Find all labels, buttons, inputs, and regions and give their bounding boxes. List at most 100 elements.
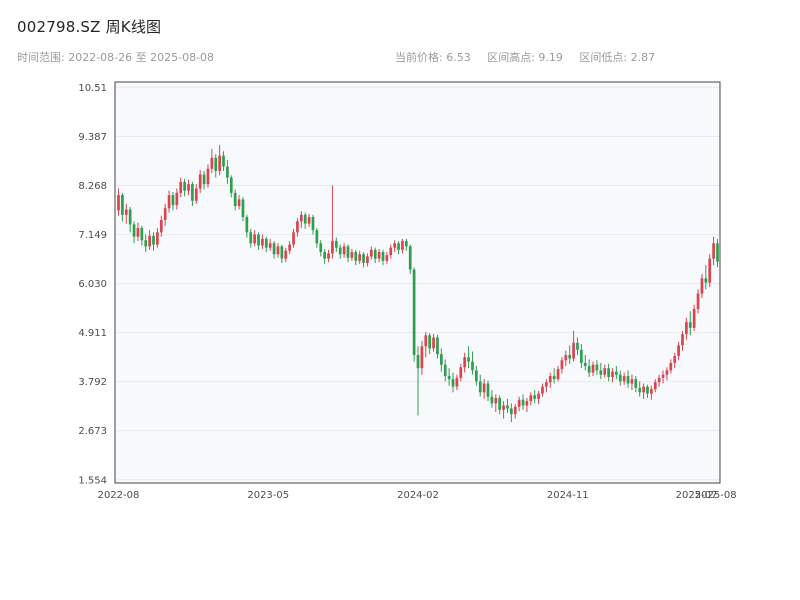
y-tick-label: 10.51 (78, 83, 107, 94)
candle (241, 199, 245, 217)
candle (673, 355, 677, 363)
candle (233, 192, 237, 207)
candle (669, 362, 673, 371)
candle (463, 357, 467, 368)
candle (237, 199, 241, 207)
y-tick-label: 8.268 (78, 181, 107, 192)
candle (700, 278, 704, 294)
candle (447, 376, 451, 380)
candle (284, 250, 288, 259)
candle (191, 184, 194, 201)
candle (502, 405, 505, 410)
candle (482, 383, 486, 393)
candle (377, 252, 381, 259)
kline-chart: 1.554 2.673 3.792 4.911 6.030 7.149 8.268 9.387… (78, 81, 737, 501)
candle (315, 230, 319, 244)
candle (439, 354, 443, 365)
kline-svg: 1.554 2.673 3.792 4.911 6.030 7.149 8.268 9.387… (78, 81, 737, 501)
candles-layer (117, 145, 719, 423)
candle (369, 249, 373, 257)
candle (626, 376, 630, 384)
candle (432, 337, 435, 349)
candle (152, 235, 155, 245)
price-stats: 当前价格: 6.53 区间高点: 9.19 区间低点: 2.87 (395, 49, 668, 65)
candle (451, 379, 455, 387)
candle (716, 243, 719, 262)
candle (299, 214, 303, 222)
candle (179, 181, 183, 193)
candle (665, 370, 669, 375)
candle (311, 216, 315, 231)
candle (580, 349, 583, 363)
candle (517, 399, 521, 407)
candle (128, 209, 132, 225)
candle (261, 238, 264, 246)
candle (307, 216, 311, 224)
candle (222, 155, 225, 167)
candle (572, 342, 575, 359)
candle (323, 252, 326, 259)
candle (253, 234, 256, 244)
candle (510, 408, 513, 415)
candle (194, 188, 198, 201)
candle (171, 195, 175, 206)
y-tick-label: 6.030 (78, 279, 107, 290)
candle (474, 370, 478, 382)
candle (537, 393, 540, 399)
y-tick-label: 9.387 (78, 132, 107, 143)
candle (229, 177, 233, 193)
candle (136, 227, 140, 237)
x-tick-label: 2024-02 (397, 490, 439, 501)
candle (354, 252, 358, 261)
candle (591, 364, 595, 373)
candle (529, 395, 533, 402)
candle (373, 249, 377, 259)
candle (420, 346, 424, 369)
candle (249, 232, 253, 244)
candle (471, 361, 474, 371)
candle (622, 376, 626, 382)
candle (362, 254, 365, 263)
plot-panel (115, 82, 720, 483)
candle (366, 256, 369, 263)
candle (685, 322, 688, 334)
candle (121, 195, 124, 215)
candle (331, 241, 334, 254)
candle (611, 371, 614, 377)
x-tick-label: 2023-05 (247, 490, 289, 501)
candle (568, 355, 572, 359)
candle (346, 246, 350, 258)
candle (210, 157, 214, 169)
y-tick-label: 3.792 (78, 377, 107, 388)
candle (653, 382, 657, 390)
candle (397, 243, 400, 250)
candle (459, 367, 463, 378)
candle (712, 243, 715, 259)
candle (494, 397, 498, 404)
page-title: 002798.SZ 周K线图 (17, 18, 162, 36)
y-tick-label: 1.554 (78, 475, 107, 486)
candle (634, 379, 638, 388)
y-tick-label: 4.911 (78, 328, 107, 339)
candle (408, 246, 412, 270)
y-tick-label: 7.149 (78, 230, 107, 241)
x-tick-label: 2022-08 (98, 490, 140, 501)
plot-frame (114, 81, 721, 484)
candle (661, 374, 665, 378)
candle (708, 258, 712, 283)
candle (214, 157, 218, 171)
x-tick-label: 2025-07 (676, 490, 718, 501)
candle (603, 368, 607, 375)
candle (163, 208, 167, 221)
x-tick-label: 2025-08 (695, 490, 737, 501)
candle (167, 195, 171, 209)
candle (389, 247, 393, 256)
candle (338, 247, 342, 255)
candle (156, 232, 159, 245)
candle (642, 386, 645, 393)
candle (319, 243, 323, 253)
candle (486, 383, 490, 397)
candle (117, 195, 120, 211)
candle (226, 166, 229, 178)
candle (288, 244, 291, 251)
